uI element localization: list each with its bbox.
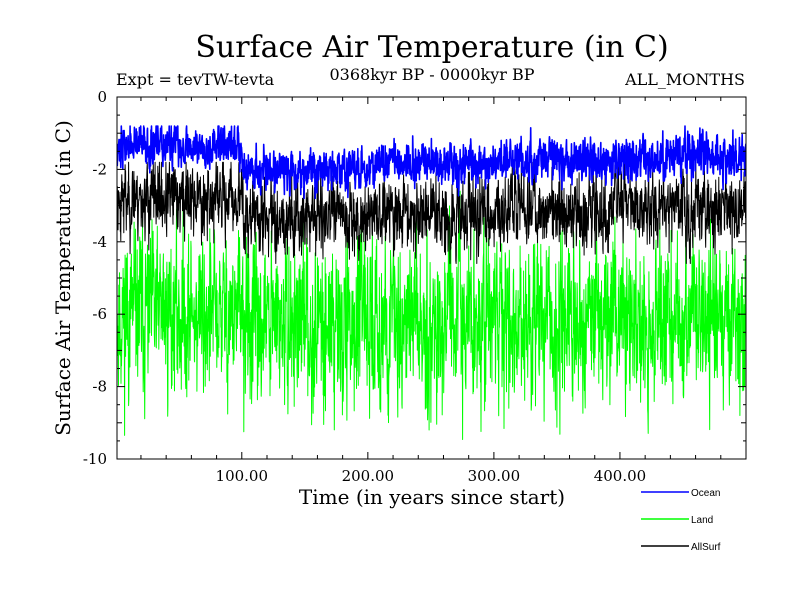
series-layer: [117, 125, 746, 440]
series-line-allsurf: [117, 161, 746, 264]
x-tick-label: 100.00: [216, 467, 269, 485]
x-axis-label: Time (in years since start): [299, 485, 565, 509]
y-tick-label: 0: [97, 88, 107, 106]
x-tick-label: 400.00: [594, 467, 647, 485]
legend-label-allsurf: AllSurf: [691, 542, 721, 553]
experiment-label: Expt = tevTW-tevta: [116, 70, 275, 89]
time-range-label: 0368kyr BP - 0000kyr BP: [330, 65, 535, 84]
x-tick-label: 200.00: [342, 467, 395, 485]
chart-title: Surface Air Temperature (in C): [195, 30, 668, 65]
y-axis: 0 -2 -4 -6 -8 -10: [83, 88, 746, 468]
y-tick-label: -8: [92, 378, 107, 396]
legend-label-land: Land: [691, 515, 713, 526]
x-tick-label: 300.00: [468, 467, 521, 485]
y-tick-label: -10: [83, 450, 107, 468]
y-tick-label: -4: [92, 233, 107, 251]
months-label: ALL_MONTHS: [624, 70, 745, 89]
series-line-ocean: [117, 125, 746, 200]
x-axis: 100.00 200.00 300.00 400.00: [140, 97, 722, 485]
y-tick-label: -6: [92, 305, 107, 323]
legend: Ocean Land AllSurf: [641, 488, 721, 553]
legend-label-ocean: Ocean: [691, 488, 720, 499]
series-line-land: [117, 190, 746, 440]
y-tick-label: -2: [92, 160, 107, 178]
y-axis-label: Surface Air Temperature (in C): [51, 120, 75, 436]
